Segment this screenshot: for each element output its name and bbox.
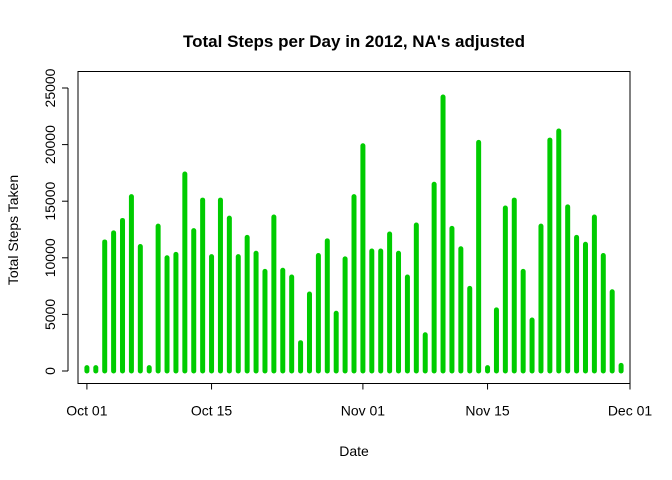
- y-tick-label: 20000: [42, 125, 58, 164]
- y-axis-label: Total Steps Taken: [5, 175, 21, 285]
- x-tick-label: Oct 15: [191, 403, 232, 419]
- x-tick-label: Dec 01: [608, 403, 653, 419]
- x-tick-label: Nov 01: [341, 403, 386, 419]
- y-axis: 0 5000 10000 15000 20000 25000: [42, 68, 69, 375]
- x-tick-label: Nov 15: [465, 403, 510, 419]
- bars-group: [84, 94, 624, 374]
- chart-title: Total Steps per Day in 2012, NA's adjust…: [183, 32, 525, 51]
- x-axis: Oct 01 Oct 15 Nov 01 Nov 15 Dec 01: [66, 383, 653, 419]
- y-tick-label: 0: [42, 367, 58, 375]
- x-axis-label: Date: [339, 443, 369, 459]
- y-tick-label: 25000: [42, 68, 58, 107]
- y-tick-label: 10000: [42, 238, 58, 277]
- x-tick-label: Oct 01: [66, 403, 107, 419]
- y-tick-label: 5000: [42, 299, 58, 330]
- y-tick-label: 15000: [42, 182, 58, 221]
